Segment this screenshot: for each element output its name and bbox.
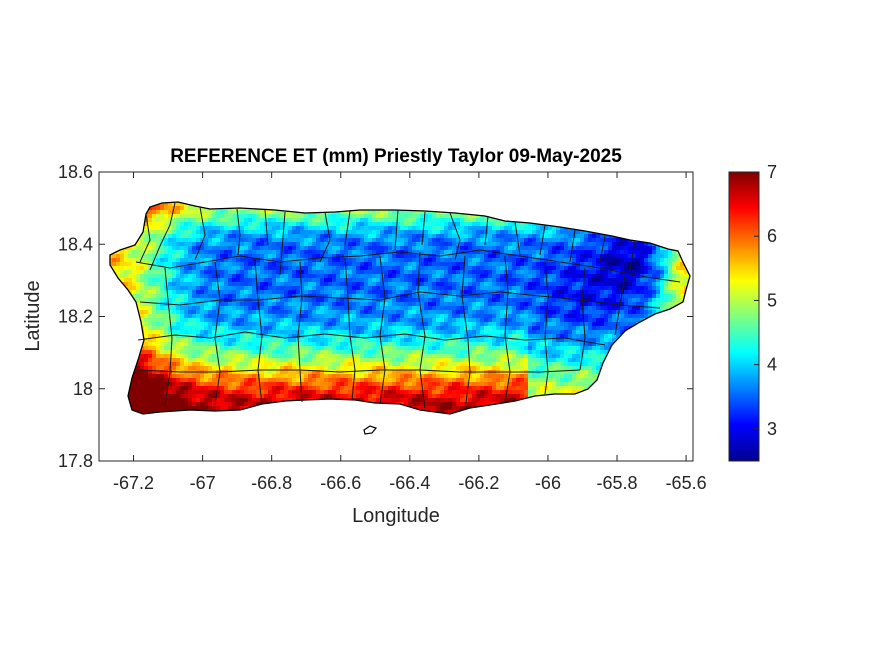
municipality-border <box>139 213 151 263</box>
municipality-border <box>417 251 426 409</box>
municipality-border <box>194 206 206 261</box>
x-tick-label: -66.8 <box>251 473 292 493</box>
y-tick-label: 17.8 <box>58 451 93 471</box>
colorbar-tick-label: 6 <box>767 226 777 246</box>
municipality-border <box>379 255 386 405</box>
municipality-border <box>344 257 356 401</box>
municipality-border <box>504 255 511 403</box>
municipality-border <box>236 208 241 256</box>
municipality-border <box>539 224 546 256</box>
municipality-border <box>319 211 331 263</box>
colorbar <box>728 171 760 462</box>
municipality-border <box>614 275 626 336</box>
x-tick-label: -66.2 <box>458 473 499 493</box>
municipality-border <box>297 261 303 403</box>
municipality-border <box>279 211 286 276</box>
municipality-border <box>599 235 606 263</box>
municipality-border <box>484 215 489 246</box>
colorbar-ticks: 3 4 5 6 7 <box>754 162 777 439</box>
chart-title: REFERENCE ET (mm) Priestly Taylor 09-May… <box>170 146 622 167</box>
y-axis: 17.8 18 18.2 18.4 18.6 <box>58 162 693 471</box>
municipality-border <box>514 221 521 256</box>
municipality-border <box>461 255 471 411</box>
municipality-border <box>421 211 426 246</box>
municipality-border <box>544 261 549 395</box>
municipality-border <box>135 249 681 283</box>
x-axis-label: Longitude <box>352 505 440 527</box>
y-tick-label: 18 <box>73 379 93 399</box>
y-tick-label: 18.6 <box>58 162 93 182</box>
municipality-border <box>164 267 173 406</box>
island-outline <box>109 201 691 415</box>
municipality-border <box>394 209 399 251</box>
colorbar-tick-label: 4 <box>767 355 777 375</box>
y-tick-label: 18.4 <box>58 234 93 254</box>
x-tick-label: -66 <box>535 473 561 493</box>
x-tick-label: -66.4 <box>389 473 430 493</box>
municipality-border <box>214 261 221 406</box>
municipality-border <box>569 229 576 263</box>
x-tick-label: -67 <box>190 473 216 493</box>
municipality-border <box>149 202 176 271</box>
municipality-borders <box>135 202 681 411</box>
colorbar-tick-label: 7 <box>767 162 777 182</box>
caja-de-muertos-island <box>363 425 378 435</box>
municipality-border <box>254 259 263 405</box>
y-tick-label: 18.2 <box>58 307 93 327</box>
x-tick-label: -66.6 <box>320 473 361 493</box>
municipality-border <box>579 267 586 371</box>
municipality-border <box>137 331 606 346</box>
x-tick-label: -65.8 <box>597 473 638 493</box>
municipality-border <box>629 240 636 271</box>
municipality-border <box>264 209 269 246</box>
colorbar-tick-label: 5 <box>767 290 777 310</box>
x-tick-label: -67.2 <box>113 473 154 493</box>
municipality-border <box>137 369 581 373</box>
municipality-border <box>139 291 661 309</box>
x-tick-label: -65.6 <box>666 473 707 493</box>
municipality-border <box>344 210 351 246</box>
y-axis-label: Latitude <box>22 280 44 351</box>
x-axis: -67.2 -67 -66.8 -66.6 -66.4 -66.2 -66 -65.8 -65.… <box>113 172 707 493</box>
colorbar-tick-label: 3 <box>767 419 777 439</box>
